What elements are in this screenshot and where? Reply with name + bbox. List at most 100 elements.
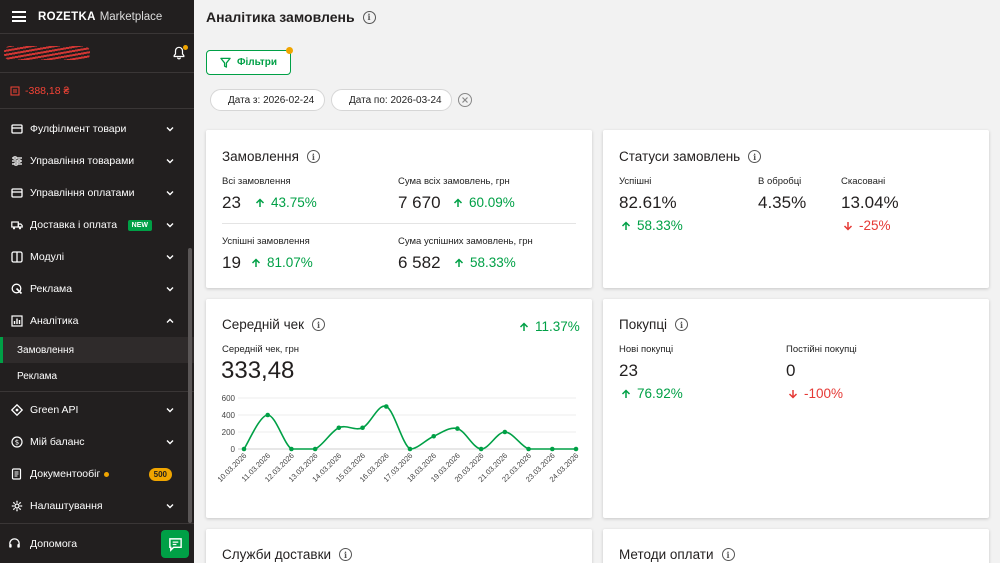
arrow-up-icon: [255, 197, 265, 207]
arrow-down-icon: [788, 389, 798, 399]
sidebar-item-documents[interactable]: Документообіг 500: [0, 458, 194, 490]
metric-value: 6 582: [398, 253, 441, 272]
headset-icon: [9, 538, 20, 548]
sidebar-header: ROZETKA Marketplace: [0, 0, 194, 33]
metric-label: Середній чек, грн: [222, 344, 300, 355]
main-content: Аналітика замовлень i Фільтри Дата з: 20…: [194, 0, 1000, 563]
data-point: [265, 412, 271, 418]
chevron-down-icon: [166, 223, 174, 228]
info-icon[interactable]: i: [306, 150, 320, 163]
modules-icon: [11, 251, 23, 263]
notifications-bell-icon[interactable]: [172, 45, 188, 60]
sidebar-subitem-orders[interactable]: Замовлення: [0, 337, 194, 363]
balance-value: -388,18 ₴: [25, 84, 70, 97]
change-up: 43.75%: [255, 195, 317, 210]
info-icon[interactable]: i: [675, 318, 689, 331]
sidebar-item-label: Документообіг: [30, 468, 101, 480]
sidebar-item-ads[interactable]: Реклама: [0, 273, 194, 305]
gear-icon: [11, 500, 23, 512]
chat-button[interactable]: [161, 530, 189, 558]
data-point: [407, 446, 413, 452]
dollar-icon: $: [11, 436, 23, 448]
sidebar-nav: Фулфілмент товари Управління товарами Уп…: [0, 109, 194, 522]
data-point: [312, 446, 318, 452]
card-title: Покупці i: [619, 317, 689, 332]
clear-filters-icon[interactable]: [458, 93, 472, 107]
chevron-down-icon: [166, 255, 174, 260]
date-from-chip[interactable]: Дата з: 2026-02-24: [210, 89, 325, 111]
orders-card: Замовлення i Всі замовлення 23 43.75% Сум…: [206, 130, 592, 288]
metric-value: 19: [222, 253, 241, 272]
metric-value: 7 670: [398, 193, 441, 212]
brand-logo[interactable]: ROZETKA: [38, 10, 96, 23]
active-filter-dot: [286, 47, 293, 54]
sidebar-item-settings[interactable]: Налаштування: [0, 490, 194, 522]
change-up: 81.07%: [251, 255, 313, 270]
help-label: Допомога: [30, 537, 78, 550]
document-icon: [11, 468, 23, 480]
card-title: Служби доставки i: [222, 547, 353, 562]
sidebar-item-delivery[interactable]: Доставка і оплата NEW: [0, 209, 194, 241]
metric-label: Нові покупці: [619, 344, 674, 355]
info-icon[interactable]: i: [362, 10, 376, 24]
sidebar-item-analytics[interactable]: Аналітика: [0, 305, 194, 337]
redacted-username: [4, 46, 90, 60]
sidebar-item-payments[interactable]: Управління оплатами: [0, 177, 194, 209]
svg-text:$: $: [15, 439, 19, 447]
data-point: [549, 446, 555, 452]
filters-button[interactable]: Фільтри: [206, 47, 293, 75]
api-icon: [11, 404, 23, 416]
avg-check-chart: 020040060010.03.202611.03.202612.03.2026…: [216, 394, 581, 484]
card-title: Статуси замовлень i: [619, 149, 762, 164]
metric-label: Успішні: [619, 176, 652, 187]
metric-label: Сума всіх замовлень, грн: [398, 176, 510, 187]
box-icon: [11, 123, 23, 135]
hamburger-menu-icon[interactable]: [12, 11, 26, 22]
card-title: Методи оплати i: [619, 547, 735, 562]
sidebar-scrollbar[interactable]: [188, 248, 192, 523]
info-icon[interactable]: i: [721, 548, 735, 561]
sidebar-subitem-ads[interactable]: Реклама: [17, 370, 58, 382]
info-icon[interactable]: i: [339, 548, 353, 561]
sliders-icon: [11, 155, 23, 167]
arrow-up-icon: [519, 321, 529, 331]
change-up: 11.37%: [519, 319, 580, 334]
chevron-down-icon: [166, 127, 174, 132]
help-row[interactable]: Допомога: [0, 523, 194, 563]
card-title: Середній чек i: [222, 317, 326, 332]
info-icon[interactable]: i: [748, 150, 762, 163]
sidebar-item-products[interactable]: Управління товарами: [0, 145, 194, 177]
truck-icon: [11, 219, 23, 231]
unread-dot: [104, 471, 110, 477]
purchases-card: Покупці i Нові покупці 23 76.92% Постійні…: [603, 299, 989, 518]
payment-methods-card: Методи оплати i: [603, 529, 989, 563]
y-tick-label: 400: [222, 411, 236, 420]
avg-check-value: 333,48: [221, 357, 295, 384]
metric-label: Успішні замовлення: [222, 236, 310, 247]
chevron-up-icon: [166, 318, 174, 323]
metric-value: 13.04%: [841, 193, 899, 212]
balance-row[interactable]: -388,18 ₴: [0, 73, 194, 109]
brand-subtitle: Marketplace: [99, 10, 163, 23]
arrow-up-icon: [454, 257, 464, 267]
sidebar-item-modules[interactable]: Модулі: [0, 241, 194, 273]
data-point: [502, 429, 508, 435]
data-point: [526, 446, 531, 452]
chevron-down-icon: [166, 408, 174, 413]
receipt-icon: [10, 86, 20, 95]
sidebar-item-balance[interactable]: $ Мій баланс: [0, 426, 194, 458]
change-up: 58.33%: [621, 218, 683, 233]
chat-icon: [168, 537, 182, 552]
date-to-chip[interactable]: Дата по: 2026-03-24: [331, 89, 452, 111]
chevron-down-icon: [166, 287, 174, 292]
sidebar-item-green-api[interactable]: Green API: [0, 394, 194, 426]
change-up: 60.09%: [453, 195, 515, 210]
chevron-down-icon: [166, 440, 174, 445]
data-point: [289, 446, 294, 452]
data-point: [455, 426, 460, 431]
arrow-up-icon: [621, 220, 631, 230]
metric-value: 4.35%: [758, 193, 807, 212]
sidebar-item-fulfillment[interactable]: Фулфілмент товари: [0, 113, 194, 145]
metric-label: В обробці: [758, 176, 802, 187]
info-icon[interactable]: i: [312, 318, 326, 331]
